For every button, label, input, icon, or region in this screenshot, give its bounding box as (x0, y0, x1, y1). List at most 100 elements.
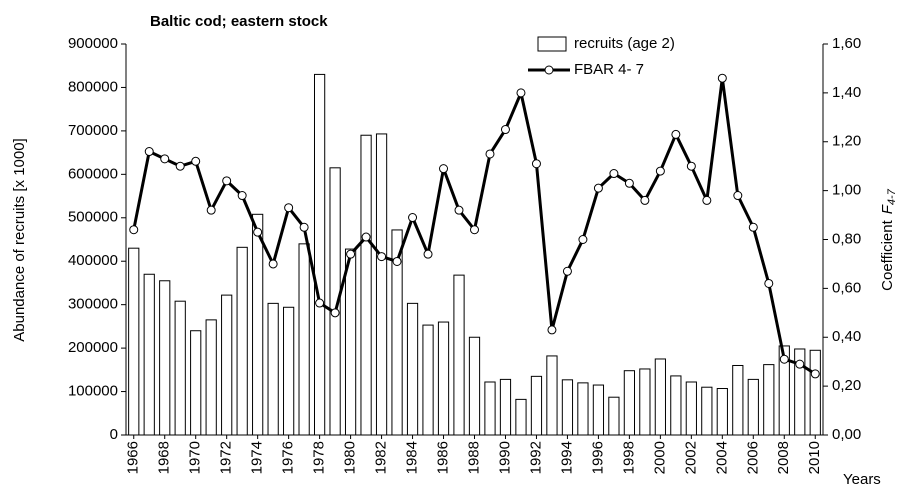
bar (143, 273, 155, 436)
line-marker (129, 225, 139, 235)
line-marker (268, 259, 278, 269)
bar (499, 378, 512, 436)
line-marker (733, 191, 743, 201)
bar (252, 213, 264, 436)
line-marker (500, 125, 510, 135)
bar (468, 336, 481, 436)
bar (360, 134, 372, 436)
x-tick-label: 2000 (651, 441, 668, 474)
line-marker (516, 88, 526, 98)
line-marker (408, 213, 418, 223)
y2-tick-label: 0,40 (832, 328, 861, 345)
bar (159, 280, 171, 436)
x-tick-label: 1966 (125, 441, 142, 474)
bar (546, 355, 558, 436)
line-marker (237, 191, 247, 201)
line-marker (392, 256, 402, 266)
y-tick-label: 700000 (68, 122, 118, 139)
line-marker (206, 205, 216, 215)
bar (174, 300, 186, 436)
bar (313, 73, 326, 436)
line-marker (191, 156, 201, 166)
line-marker (346, 249, 356, 259)
y2-tick-label: 0,20 (832, 377, 861, 394)
line-marker (671, 129, 681, 139)
bar (128, 247, 140, 436)
bar (654, 358, 666, 436)
x-tick-label: 1976 (280, 441, 297, 474)
y2-tick-label: 0,80 (832, 230, 861, 247)
line-marker (423, 249, 433, 259)
y-tick-label: 500000 (68, 209, 118, 226)
y2-axis-label-sub: 4-7 (886, 188, 898, 205)
bar (344, 248, 357, 436)
x-tick-label: 2002 (682, 441, 699, 474)
bar (190, 330, 202, 436)
bar (453, 274, 465, 436)
bar (685, 381, 697, 436)
x-tick-label: 1990 (496, 441, 513, 474)
line-marker (702, 195, 712, 205)
x-axis-label: Years (843, 471, 881, 488)
bar (623, 370, 636, 436)
y2-tick-label: 1,20 (832, 133, 861, 150)
line-marker (810, 369, 820, 379)
x-tick-label: 1988 (465, 441, 482, 474)
bar (608, 396, 620, 436)
y-tick-label: 800000 (68, 78, 118, 95)
line-marker (531, 159, 541, 169)
bar (484, 381, 496, 436)
legend-label: FBAR 4- 7 (574, 61, 644, 78)
bar (592, 384, 605, 436)
x-tick-label: 1978 (311, 441, 328, 474)
bar (716, 388, 728, 436)
bar (236, 246, 248, 436)
y-tick-label: 100000 (68, 383, 118, 400)
line-marker (686, 161, 696, 171)
x-tick-label: 2006 (744, 441, 761, 474)
y-tick-label: 200000 (68, 339, 118, 356)
y-tick-label: 400000 (68, 252, 118, 269)
line-marker (144, 147, 154, 157)
x-tick-label: 2008 (775, 441, 792, 474)
legend-swatch (537, 36, 567, 52)
x-tick-label: 1992 (527, 441, 544, 474)
bar (577, 382, 589, 436)
x-tick-label: 1968 (156, 441, 173, 474)
y-axis-label: Abundance of recruits [x 1000] (11, 138, 28, 341)
x-tick-label: 1982 (373, 441, 390, 474)
bar (701, 386, 713, 436)
line-marker (578, 235, 588, 244)
y-tick-label: 0 (110, 426, 118, 443)
chart-title: Baltic cod; eastern stock (150, 13, 328, 30)
line-marker (485, 149, 495, 159)
x-tick-label: 1994 (558, 441, 575, 474)
x-tick-label: 1980 (342, 441, 359, 474)
line-marker (609, 169, 619, 179)
line-marker (222, 176, 232, 186)
line-marker (562, 266, 572, 276)
line-marker (764, 278, 774, 288)
bar (437, 321, 450, 436)
bar (561, 379, 574, 436)
y2-tick-label: 0,00 (832, 426, 861, 443)
y-tick-label: 600000 (68, 165, 118, 182)
x-tick-label: 2004 (713, 441, 730, 474)
line-marker (593, 183, 603, 193)
y2-tick-label: 1,60 (832, 35, 861, 52)
y2-tick-label: 1,00 (832, 182, 861, 199)
bar (747, 378, 759, 436)
y2-axis-label: Coefficient F4-7 (879, 188, 898, 291)
line-marker (748, 222, 758, 232)
line-marker (547, 325, 557, 335)
bar (205, 319, 217, 436)
bar (267, 302, 279, 436)
bar (283, 306, 295, 436)
y2-tick-label: 0,60 (832, 279, 861, 296)
x-tick-label: 1984 (404, 441, 421, 474)
line-marker (439, 164, 449, 174)
y2-axis-label-symbol: F (879, 204, 896, 214)
line-marker (330, 308, 340, 318)
bar (670, 375, 682, 436)
